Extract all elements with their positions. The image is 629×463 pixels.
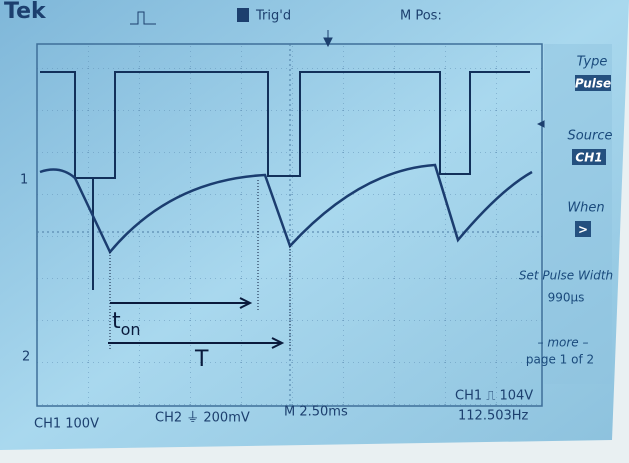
menu-value: page 1 of 2 bbox=[526, 353, 594, 367]
t-on-label: ton bbox=[112, 309, 141, 339]
t-on-subscript: on bbox=[121, 320, 141, 339]
menu-value-box bbox=[572, 149, 606, 165]
trigger-status: Trig'd bbox=[255, 9, 291, 24]
trigger-pos-marker bbox=[323, 30, 333, 48]
ch1-marker: 1 bbox=[20, 173, 28, 188]
menu-value: Pulse bbox=[575, 77, 611, 91]
ch2-marker: 2 bbox=[22, 350, 30, 365]
menu-label: Type bbox=[577, 55, 608, 70]
ch2-waveform bbox=[39, 163, 533, 255]
menu-label: Source bbox=[568, 129, 613, 144]
menu-value: CH1 bbox=[575, 151, 602, 165]
frequency: 112.503Hz bbox=[458, 409, 529, 424]
ch1-scale: CH1 100V bbox=[34, 417, 99, 432]
ch1-waveform bbox=[40, 71, 530, 290]
ch2-scale: CH2 ⏚ 200mV bbox=[155, 411, 250, 426]
period-label: T bbox=[194, 347, 209, 372]
period-arrow bbox=[108, 337, 285, 349]
position-label: M Pos: bbox=[400, 9, 442, 24]
menu-value-box bbox=[575, 75, 611, 91]
time-scale: M 2.50ms bbox=[284, 405, 348, 420]
menu-label: When bbox=[567, 201, 604, 216]
menu-label: Set Pulse Width bbox=[519, 269, 613, 283]
menu-label: – more – bbox=[538, 336, 589, 350]
menu-value: > bbox=[578, 223, 588, 237]
t-on-base: t bbox=[112, 309, 121, 334]
trigger-icon bbox=[130, 11, 156, 25]
trig-box bbox=[237, 8, 249, 22]
trigger-level-marker bbox=[537, 120, 545, 128]
trigger-setting: CH1 ⎍ 104V bbox=[455, 389, 533, 404]
menu-value-box bbox=[575, 221, 591, 237]
menu-panel bbox=[544, 44, 612, 384]
menu-value: 990µs bbox=[548, 291, 585, 305]
t-on-arrow bbox=[110, 297, 253, 309]
brand: Tek bbox=[4, 0, 47, 24]
